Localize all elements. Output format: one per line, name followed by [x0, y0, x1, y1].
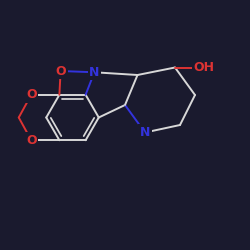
Text: O: O — [55, 64, 66, 78]
Text: O: O — [26, 134, 36, 147]
Text: OH: OH — [194, 61, 215, 74]
Text: N: N — [140, 126, 150, 139]
Text: O: O — [26, 88, 36, 101]
Text: N: N — [89, 66, 100, 79]
